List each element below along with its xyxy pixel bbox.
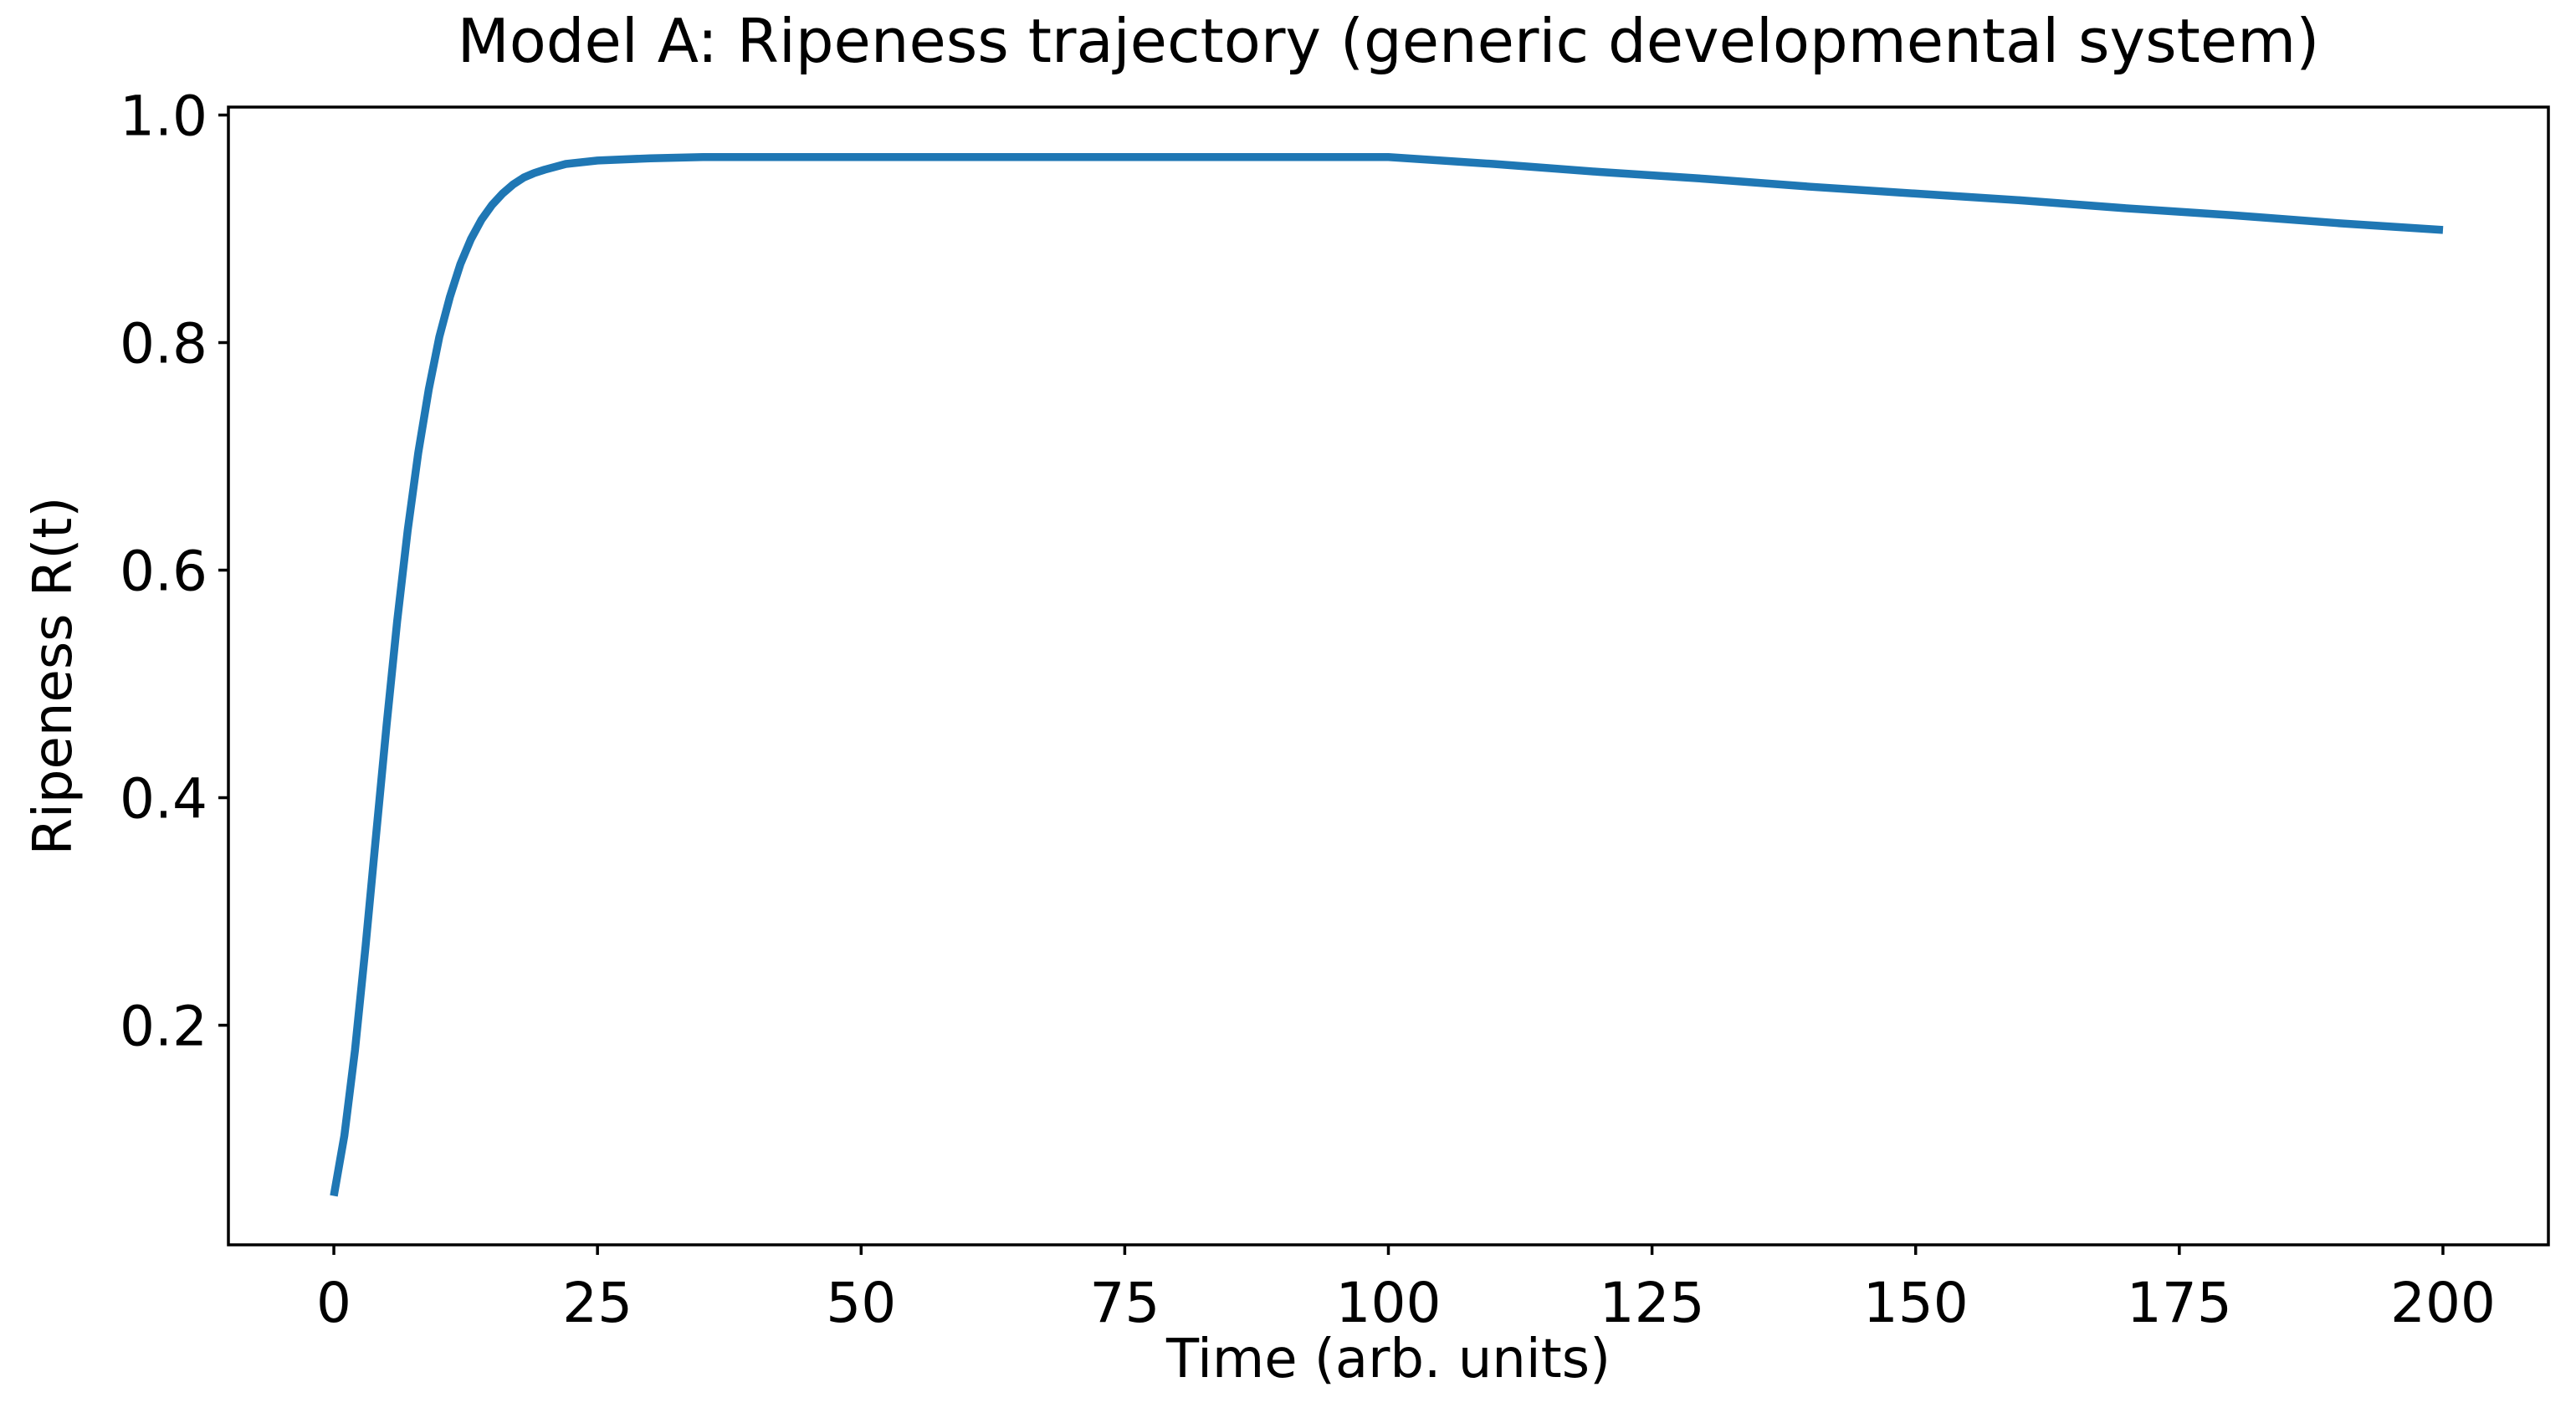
x-tick-label: 75 <box>1089 1271 1160 1335</box>
x-tick-label: 150 <box>1863 1271 1969 1335</box>
y-tick-label: 0.2 <box>120 995 207 1059</box>
x-tick-label: 0 <box>316 1271 351 1335</box>
axes-background <box>228 107 2548 1245</box>
chart-title: Model A: Ripeness trajectory (generic de… <box>457 6 2320 76</box>
x-tick-label: 25 <box>562 1271 632 1335</box>
x-axis-label: Time (arb. units) <box>1165 1328 1611 1390</box>
y-axis-label: Ripeness R(t) <box>23 496 85 856</box>
x-tick-label: 100 <box>1336 1271 1442 1335</box>
x-tick-label: 200 <box>2390 1271 2496 1335</box>
y-tick-label: 0.8 <box>120 312 207 376</box>
y-tick-label: 0.6 <box>120 540 207 604</box>
y-tick-label: 0.4 <box>120 767 207 832</box>
x-tick-label: 175 <box>2127 1271 2232 1335</box>
y-tick-label: 1.0 <box>120 84 207 149</box>
axes-spines <box>227 105 2550 1247</box>
x-tick-label: 50 <box>826 1271 896 1335</box>
ripeness-curve <box>330 153 2444 1197</box>
x-tick-label: 125 <box>1600 1271 1705 1335</box>
